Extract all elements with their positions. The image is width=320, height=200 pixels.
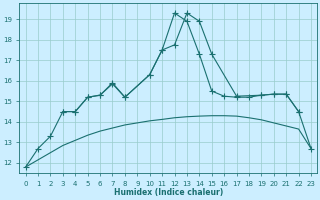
X-axis label: Humidex (Indice chaleur): Humidex (Indice chaleur) xyxy=(114,188,223,197)
